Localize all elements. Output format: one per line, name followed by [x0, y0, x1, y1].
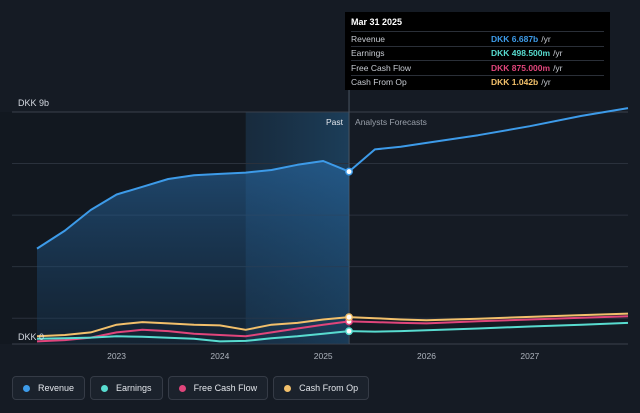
tooltip-value: DKK 1.042b	[491, 77, 539, 88]
tooltip-label: Free Cash Flow	[351, 62, 411, 73]
tooltip-value: DKK 875.000m	[491, 62, 551, 73]
tooltip-value: DKK 6.687b	[491, 33, 539, 44]
x-tick-label: 2025	[314, 351, 333, 361]
tooltip-date: Mar 31 2025	[351, 17, 403, 27]
past-label: Past	[326, 117, 344, 127]
tooltip-label: Revenue	[351, 33, 386, 44]
marker-revenue	[345, 167, 353, 176]
tooltip-unit: /yr	[541, 77, 551, 88]
series-line-revenue	[36, 107, 629, 250]
legend-item-revenue[interactable]: Revenue	[12, 376, 86, 400]
tooltip-row-cash-from-op: Cash From Op DKK 1.042b /yr	[351, 74, 604, 90]
tooltip-label: Cash From Op	[351, 77, 407, 88]
legend-label: Free Cash Flow	[193, 383, 258, 393]
x-tick-label: 2024	[210, 351, 229, 361]
tooltip-row-revenue: Revenue DKK 6.687b /yr	[351, 31, 604, 46]
x-tick-label: 2023	[107, 351, 126, 361]
revenue-area	[37, 161, 349, 344]
legend-dot-icon	[101, 384, 109, 392]
legend-item-earnings[interactable]: Earnings	[90, 376, 163, 400]
tooltip-unit: /yr	[553, 62, 563, 73]
legend-dot-icon	[284, 384, 292, 392]
tooltip-unit: /yr	[541, 33, 551, 44]
tooltip-label: Earnings	[351, 48, 385, 59]
tooltip-value: DKK 498.500m	[491, 48, 551, 59]
tooltip-row-free-cash-flow: Free Cash Flow DKK 875.000m /yr	[351, 60, 604, 75]
chart-legend: Revenue Earnings Free Cash Flow Cash Fro…	[12, 376, 370, 400]
legend-dot-icon	[178, 384, 186, 392]
legend-item-cash-from-op[interactable]: Cash From Op	[273, 376, 370, 400]
x-tick-label: 2027	[520, 351, 539, 361]
y-axis-bottom-label: DKK 0	[18, 332, 44, 342]
legend-label: Earnings	[116, 383, 152, 393]
series-line-cash-from-op	[36, 312, 629, 338]
series-line-earnings	[36, 321, 629, 343]
y-axis-top-label: DKK 9b	[18, 98, 49, 108]
marker-cash-from-op	[345, 313, 353, 322]
legend-dot-icon	[23, 384, 30, 392]
legend-label: Revenue	[38, 383, 75, 393]
tooltip-row-earnings: Earnings DKK 498.500m /yr	[351, 45, 604, 61]
legend-item-free-cash-flow[interactable]: Free Cash Flow	[167, 376, 269, 400]
x-tick-label: 2026	[417, 351, 436, 361]
series-line-free-cash-flow	[36, 315, 629, 343]
forecast-label: Analysts Forecasts	[355, 117, 427, 127]
marker-earnings	[345, 327, 353, 336]
legend-label: Cash From Op	[299, 383, 359, 393]
tooltip-unit: /yr	[553, 48, 563, 59]
data-tooltip: Mar 31 2025 Revenue DKK 6.687b /yr Earni…	[345, 12, 610, 90]
